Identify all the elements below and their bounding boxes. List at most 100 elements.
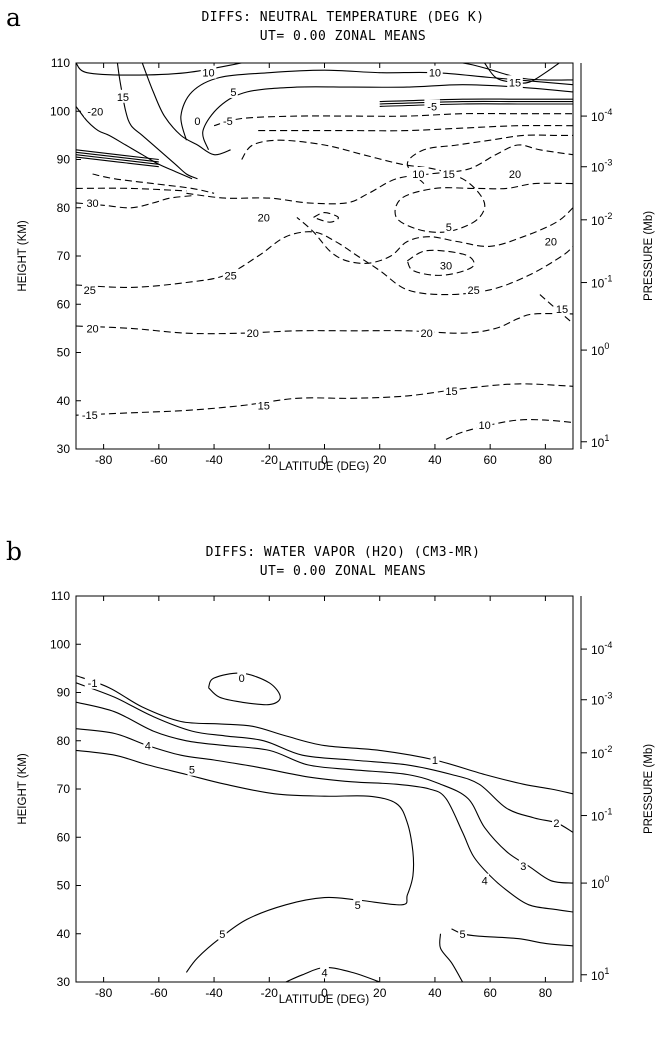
contour-line--10 <box>379 98 573 103</box>
y-tick-label: 110 <box>51 56 70 70</box>
panel-b: b DIFFS: WATER VAPOR (H2O) (CM3-MR) UT= … <box>6 537 655 1006</box>
contour-label: 5 <box>446 222 452 234</box>
contour-label-bg <box>200 65 217 79</box>
contour-label: 1 <box>432 755 438 767</box>
contour-line-2 <box>76 682 573 833</box>
contour-label-bg <box>424 99 440 113</box>
pressure-tick-label: 100 <box>591 341 609 358</box>
contour-label: 0 <box>239 673 245 685</box>
pressure-tick-label: 10-2 <box>591 211 612 228</box>
contour-labels-b: 0 -1 4 5 1 2 3 4 5 5 5 4 <box>84 671 561 979</box>
contour-label-bg <box>440 166 457 180</box>
contour-label: 4 <box>321 967 327 979</box>
contour-line-10 <box>141 63 231 156</box>
contours-a <box>76 63 573 440</box>
contour-line-20 <box>76 149 159 161</box>
x-tick-label: -20 <box>261 986 279 1000</box>
contour-label-bg <box>554 302 570 316</box>
contour-label-bg <box>244 326 261 340</box>
y-tick-label: 90 <box>57 686 71 700</box>
contour-line-4 <box>285 966 380 982</box>
contour-line--20 <box>313 212 339 223</box>
contour-line--5 <box>213 112 573 127</box>
contour-line-3 <box>76 701 573 884</box>
contour-label: -5 <box>223 116 233 128</box>
contour-label-bg <box>78 408 102 422</box>
contour-line-25 <box>76 151 159 163</box>
y-tick-label: 80 <box>57 734 71 748</box>
contour-label: 30 <box>440 261 452 273</box>
contour-label: 20 <box>421 328 433 340</box>
contour-label: 15 <box>443 169 455 181</box>
contour-label-bg <box>444 220 454 234</box>
contour-line--20 <box>379 103 573 107</box>
contour-line-5 <box>180 69 573 141</box>
contour-label: -5 <box>427 101 437 113</box>
contour-label: 5 <box>219 929 225 941</box>
contour-line--5 <box>258 124 573 132</box>
y-tick-label: 50 <box>57 879 71 893</box>
contour-label: 25 <box>467 285 479 297</box>
contour-label-bg <box>84 195 101 209</box>
contour-label: 15 <box>117 92 129 104</box>
x-tick-label: 40 <box>428 453 442 467</box>
contour-label-bg <box>228 84 238 98</box>
contour-label-bg <box>410 166 427 180</box>
contour-label-bg <box>418 326 435 340</box>
contour-labels-a: 15 -20 10 5 0 -5 10 15 -5 10 15 20 30 20 5 20 30 25 25 25 15… <box>78 65 570 432</box>
y-tick-label: 30 <box>57 975 71 989</box>
contour-label-bg <box>255 398 272 412</box>
contour-label-bg <box>115 89 131 103</box>
x-tick-label: 80 <box>539 453 553 467</box>
panel-a: a DIFFS: NEUTRAL TEMPERATURE (DEG K) UT=… <box>6 3 655 473</box>
contour-label-bg <box>552 815 561 829</box>
pressure-tick-label: 100 <box>591 874 609 891</box>
contour-label: 20 <box>509 169 521 181</box>
contour-label: 0 <box>194 116 200 128</box>
contour-label: 20 <box>247 328 259 340</box>
contour-line--20 <box>92 173 215 194</box>
contour-label-bg <box>353 897 363 911</box>
contour-line--25 <box>76 187 187 192</box>
contour-label-bg <box>476 417 493 431</box>
panel-letter-b: b <box>6 537 22 566</box>
x-tick-label: 0 <box>321 986 328 1000</box>
y-axis-label-a: HEIGHT (KM) <box>17 220 29 292</box>
y-tick-label: 100 <box>50 637 70 651</box>
x-tick-label: 60 <box>483 453 497 467</box>
y-tick-label: 110 <box>51 589 70 603</box>
contour-label-bg <box>427 65 443 79</box>
contour-label: 25 <box>224 270 236 282</box>
y-tick-label: 100 <box>50 104 70 118</box>
contour-line-35 <box>76 156 159 168</box>
contour-label-bg <box>222 268 239 282</box>
contour-label-bg <box>518 859 528 873</box>
contour-label-bg <box>82 282 98 296</box>
title-line2-b: UT= 0.00 ZONAL MEANS <box>260 564 427 579</box>
contour-label-bg <box>543 234 559 248</box>
x-tick-label: 40 <box>428 986 442 1000</box>
contour-label: 2 <box>553 818 559 830</box>
axes-b: -80 -60 -40 -20 0 20 40 60 803040506070809010011… <box>50 589 612 1000</box>
contour-label: 10 <box>479 420 491 432</box>
contour-label: 15 <box>258 401 270 413</box>
contour-label-bg <box>320 965 329 979</box>
x-tick-label: -40 <box>205 986 223 1000</box>
x-tick-label: 20 <box>373 453 387 467</box>
x-tick-label: 0 <box>321 453 328 467</box>
title-line1-a: DIFFS: NEUTRAL TEMPERATURE (DEG K) <box>201 10 484 25</box>
contours-b <box>76 672 573 982</box>
y-axis-label-b: HEIGHT (KM) <box>17 753 29 825</box>
contour-line-30 <box>76 154 159 165</box>
contour-label-bg <box>84 104 107 118</box>
contour-label: 20 <box>258 212 270 224</box>
contour-label-bg <box>507 166 523 180</box>
contour-label-bg <box>458 926 467 940</box>
pressure-tick-label: 10-3 <box>591 691 612 708</box>
pressure-tick-label: 10-1 <box>591 274 612 291</box>
x-tick-label: 20 <box>373 986 387 1000</box>
contour-label-bg <box>465 282 482 296</box>
contour-line--30 <box>406 249 475 276</box>
title-line1-b: DIFFS: WATER VAPOR (H2O) (CM3-MR) <box>206 545 481 560</box>
contour-line-20 <box>76 106 193 180</box>
